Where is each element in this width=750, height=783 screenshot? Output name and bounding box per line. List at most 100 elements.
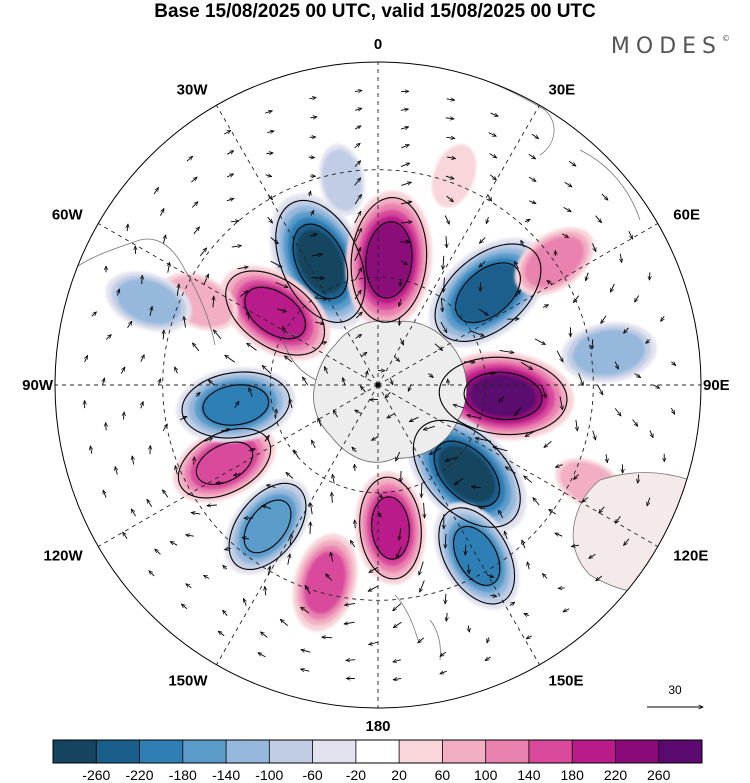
wind-vector xyxy=(225,548,232,550)
wind-vector xyxy=(446,236,447,248)
anomaly-high-pacific-south xyxy=(292,533,358,632)
contour-low-amundsen xyxy=(181,371,291,439)
wind-vector xyxy=(354,90,362,91)
wind-vector xyxy=(487,575,494,577)
colorbar-label: -140 xyxy=(212,767,240,783)
wind-vector xyxy=(421,483,422,497)
wind-vector xyxy=(309,191,310,197)
wind-vector xyxy=(592,339,593,349)
wind-vector xyxy=(471,330,484,336)
wind-vector xyxy=(465,544,466,555)
contour-high-kerguelen xyxy=(438,356,568,436)
wind-vector xyxy=(322,637,333,638)
wind-vector xyxy=(385,391,391,398)
wind-vector xyxy=(478,308,489,315)
wind-vector xyxy=(563,609,570,613)
wind-vector xyxy=(504,531,507,540)
wind-vector xyxy=(446,612,447,621)
wind-vector xyxy=(614,361,618,370)
colorbar-swatch xyxy=(139,740,184,763)
wind-vector xyxy=(123,412,124,420)
wind-vector xyxy=(181,604,188,610)
wind-vector xyxy=(343,378,346,386)
wind-vector xyxy=(586,272,589,281)
wind-vector xyxy=(355,464,356,472)
wind-vector xyxy=(333,410,338,418)
contour-low-southwest-pacific xyxy=(438,507,516,605)
wind-vector xyxy=(162,424,167,431)
wind-vector xyxy=(105,335,111,340)
colorbar-swatch xyxy=(226,740,270,763)
wind-vector xyxy=(647,497,651,506)
wind-vector xyxy=(423,425,436,430)
wind-vector xyxy=(204,575,210,578)
wind-vector xyxy=(91,312,97,317)
wind-vector xyxy=(175,367,178,374)
wind-vector xyxy=(568,160,576,166)
contour-low-indian-west xyxy=(434,243,542,342)
latitude-circle-30s xyxy=(162,169,594,601)
wind-vector xyxy=(194,457,195,465)
wind-vector xyxy=(527,562,529,570)
wind-vector xyxy=(522,540,526,549)
wind-vector xyxy=(268,566,270,576)
wind-vector xyxy=(314,298,328,299)
anomaly-high-drake xyxy=(219,265,331,361)
wind-vector xyxy=(377,492,382,499)
colorbar-label: -60 xyxy=(302,767,322,783)
meridian-label-120w: 120W xyxy=(44,548,84,565)
wind-vector xyxy=(400,202,412,205)
reference-vector: 30 xyxy=(647,683,703,707)
wind-vector xyxy=(399,528,401,540)
wind-vector xyxy=(147,499,153,508)
wind-vector xyxy=(368,585,379,592)
wind-vector xyxy=(284,356,293,363)
wind-vector xyxy=(632,419,638,427)
wind-vector xyxy=(499,396,505,402)
meridian-label-150e: 150E xyxy=(549,672,584,689)
wind-vector xyxy=(479,260,486,267)
meridian-line-30w xyxy=(216,105,379,386)
wind-vector xyxy=(595,215,602,223)
wind-vector xyxy=(191,177,197,183)
wind-vector xyxy=(195,392,200,397)
wind-vector xyxy=(468,564,469,574)
wind-vector xyxy=(305,585,311,595)
wind-vector xyxy=(345,603,356,605)
anomaly-low-southeast-pacific xyxy=(105,271,192,332)
wind-vector xyxy=(564,181,572,187)
wind-vector xyxy=(453,405,465,409)
wind-vector xyxy=(542,304,549,308)
wind-vector xyxy=(244,598,247,606)
wind-vector xyxy=(310,522,311,534)
wind-vector xyxy=(515,407,522,416)
contour-low-pacific-east xyxy=(228,482,307,571)
wind-vector xyxy=(249,388,253,397)
anomaly-high-pacific-central xyxy=(173,423,276,503)
meridian-label-30e: 30E xyxy=(549,82,576,99)
wind-vector xyxy=(576,419,578,431)
colorbar-swatch xyxy=(442,740,486,763)
wind-vector xyxy=(467,415,481,419)
wind-vector xyxy=(400,109,409,110)
wind-vector xyxy=(366,371,368,378)
wind-vector xyxy=(355,520,356,529)
colorbar-label: 20 xyxy=(391,767,407,783)
wind-vector xyxy=(155,549,161,555)
wind-vector xyxy=(490,112,499,117)
wind-vector xyxy=(230,221,239,222)
wind-vector xyxy=(578,373,584,385)
wind-vector xyxy=(192,343,200,352)
wind-vector xyxy=(163,490,169,498)
wind-vector xyxy=(265,175,272,177)
wind-vector xyxy=(175,466,177,475)
wind-vector xyxy=(331,552,333,562)
colorbar-swatch xyxy=(485,740,530,763)
wind-vector xyxy=(393,621,402,628)
contour-high-ross xyxy=(359,476,422,580)
wind-vector xyxy=(528,176,536,181)
wind-vector xyxy=(102,378,104,386)
wind-vector xyxy=(393,660,401,662)
wind-vector xyxy=(234,401,239,408)
wind-vector xyxy=(556,350,564,362)
